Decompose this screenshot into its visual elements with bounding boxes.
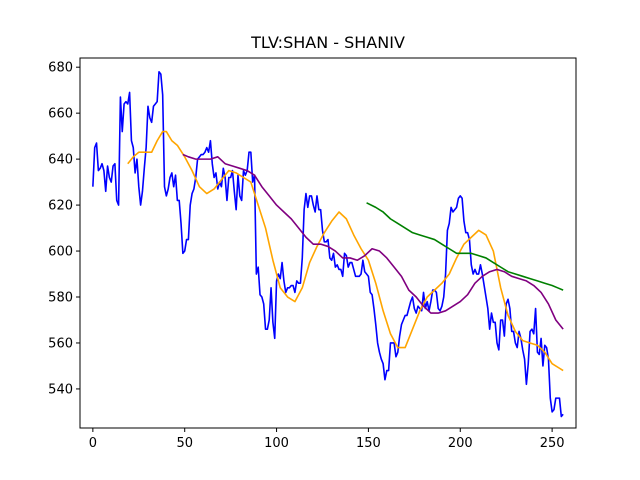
x-tick-label: 200 (448, 436, 473, 451)
y-tick-label: 640 (48, 153, 73, 168)
y-tick-label: 560 (48, 336, 73, 351)
y-tick-label: 680 (48, 61, 73, 76)
x-tick-label: 150 (356, 436, 381, 451)
axes: 0 50 100 150 200 250 540 560 580 600 620 640 660 680 (48, 61, 564, 451)
y-tick-label: 580 (48, 291, 73, 306)
x-tick-label: 250 (540, 436, 565, 451)
y-tick-label: 660 (48, 107, 73, 122)
series-line-2 (127, 130, 564, 372)
series-line-1 (92, 70, 564, 418)
plot-frame (79, 57, 577, 429)
y-tick-label: 600 (48, 245, 73, 260)
series-line-4 (366, 202, 564, 291)
x-tick-label: 50 (176, 436, 193, 451)
series-group (92, 70, 564, 418)
y-tick-label: 540 (48, 382, 73, 397)
chart-title: TLV:SHAN - SHANIV (250, 33, 405, 52)
series-line-3 (182, 153, 564, 330)
y-tick-label: 620 (48, 199, 73, 214)
x-tick-label: 0 (89, 436, 97, 451)
x-tick-label: 100 (264, 436, 289, 451)
